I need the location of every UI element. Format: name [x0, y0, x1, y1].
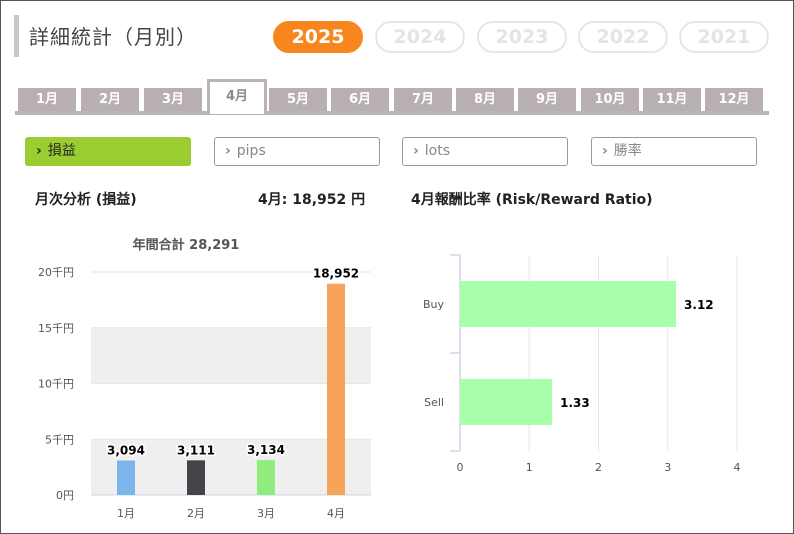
month-tab-6[interactable]: 6月: [331, 88, 389, 111]
month-tab-8[interactable]: 8月: [456, 88, 514, 111]
month-tab-7[interactable]: 7月: [394, 88, 452, 111]
bar-4月[interactable]: [327, 283, 345, 495]
bar-1月[interactable]: [117, 460, 135, 495]
data-label: 18,952: [313, 267, 359, 281]
month-tab-4[interactable]: 4月: [207, 79, 267, 114]
chevron-right-icon: ›: [602, 143, 608, 159]
annual-total-label: 年間合計 28,291: [133, 237, 240, 253]
year-tab-2025[interactable]: 2025: [273, 21, 363, 53]
month-tab-1[interactable]: 1月: [18, 88, 76, 111]
data-label: 1.33: [560, 396, 590, 410]
metric-label: 勝率: [613, 143, 642, 159]
x-tick-label: 0: [457, 461, 464, 474]
y-tick-label: 5千円: [45, 433, 74, 446]
month-tab-10[interactable]: 10月: [581, 88, 639, 111]
month-summary-value: 18,952: [292, 192, 347, 208]
month-tab-9[interactable]: 9月: [518, 88, 576, 111]
month-tab-5[interactable]: 5月: [269, 88, 327, 111]
x-tick-label: 2: [595, 461, 602, 474]
month-tabs: 1月 2月 3月 4月 5月 6月 7月 8月 9月 10月 11月 12月: [15, 79, 769, 115]
chevron-right-icon: ›: [413, 143, 419, 159]
x-tick-label: 3月: [257, 507, 275, 520]
metric-label: pips: [236, 143, 266, 159]
metric-label: lots: [424, 143, 451, 159]
x-tick-label: 4月: [327, 507, 345, 520]
page-title: 詳細統計（月別）: [29, 25, 197, 49]
y-tick-label: 10千円: [38, 378, 74, 391]
data-label: 3,134: [247, 443, 285, 457]
metric-label: 損益: [47, 143, 76, 159]
hbar-buy[interactable]: [460, 281, 677, 327]
y-tick-label: 20千円: [38, 266, 74, 279]
month-tab-11[interactable]: 11月: [643, 88, 701, 111]
x-tick-label: 1月: [117, 507, 135, 520]
grid-band: [91, 327, 371, 384]
data-label: 3,111: [177, 443, 215, 457]
grid-band: [91, 439, 371, 495]
month-tab-2[interactable]: 2月: [81, 88, 139, 111]
category-label: Buy: [423, 298, 445, 311]
metric-button-winrate[interactable]: › 勝率: [591, 137, 757, 166]
data-label: 3.12: [684, 298, 714, 312]
bar-2月[interactable]: [187, 460, 205, 495]
chevron-right-icon: ›: [36, 143, 42, 159]
category-label: Sell: [424, 396, 444, 409]
month-tabs-baseline: [15, 111, 769, 115]
x-tick-label: 3: [664, 461, 671, 474]
month-summary: 4月: 18,952 円: [258, 189, 365, 209]
monthly-analysis-title: 月次分析 (損益): [35, 192, 137, 208]
month-tab-12[interactable]: 12月: [705, 88, 763, 111]
y-tick-label: 15千円: [38, 322, 74, 335]
chevron-right-icon: ›: [225, 143, 231, 159]
year-tab-2021[interactable]: 2021: [679, 21, 769, 53]
metric-button-pips[interactable]: › pips: [214, 137, 380, 166]
x-tick-label: 4: [734, 461, 741, 474]
year-tab-2024[interactable]: 2024: [375, 21, 465, 53]
month-summary-label: 4月:: [258, 192, 293, 208]
data-label: 3,094: [107, 444, 145, 458]
x-tick-label: 2月: [187, 507, 205, 520]
rr-ratio-chart: 3.12 1.33 Buy Sell 0 1 2 3 4: [423, 254, 741, 474]
page-header: 詳細統計（月別）: [14, 15, 259, 57]
metric-button-lots[interactable]: › lots: [402, 137, 568, 166]
metric-button-profit[interactable]: › 損益: [25, 137, 191, 166]
bar-3月[interactable]: [257, 460, 275, 495]
year-tab-2022[interactable]: 2022: [578, 21, 668, 53]
month-tab-3[interactable]: 3月: [144, 88, 202, 111]
y-tick-label: 0円: [56, 489, 74, 502]
x-tick-label: 1: [526, 461, 533, 474]
month-summary-unit: 円: [346, 192, 366, 208]
rr-ratio-title: 4月報酬比率 (Risk/Reward Ratio): [411, 192, 653, 208]
year-tab-2023[interactable]: 2023: [477, 21, 567, 53]
hbar-sell[interactable]: [460, 379, 553, 425]
